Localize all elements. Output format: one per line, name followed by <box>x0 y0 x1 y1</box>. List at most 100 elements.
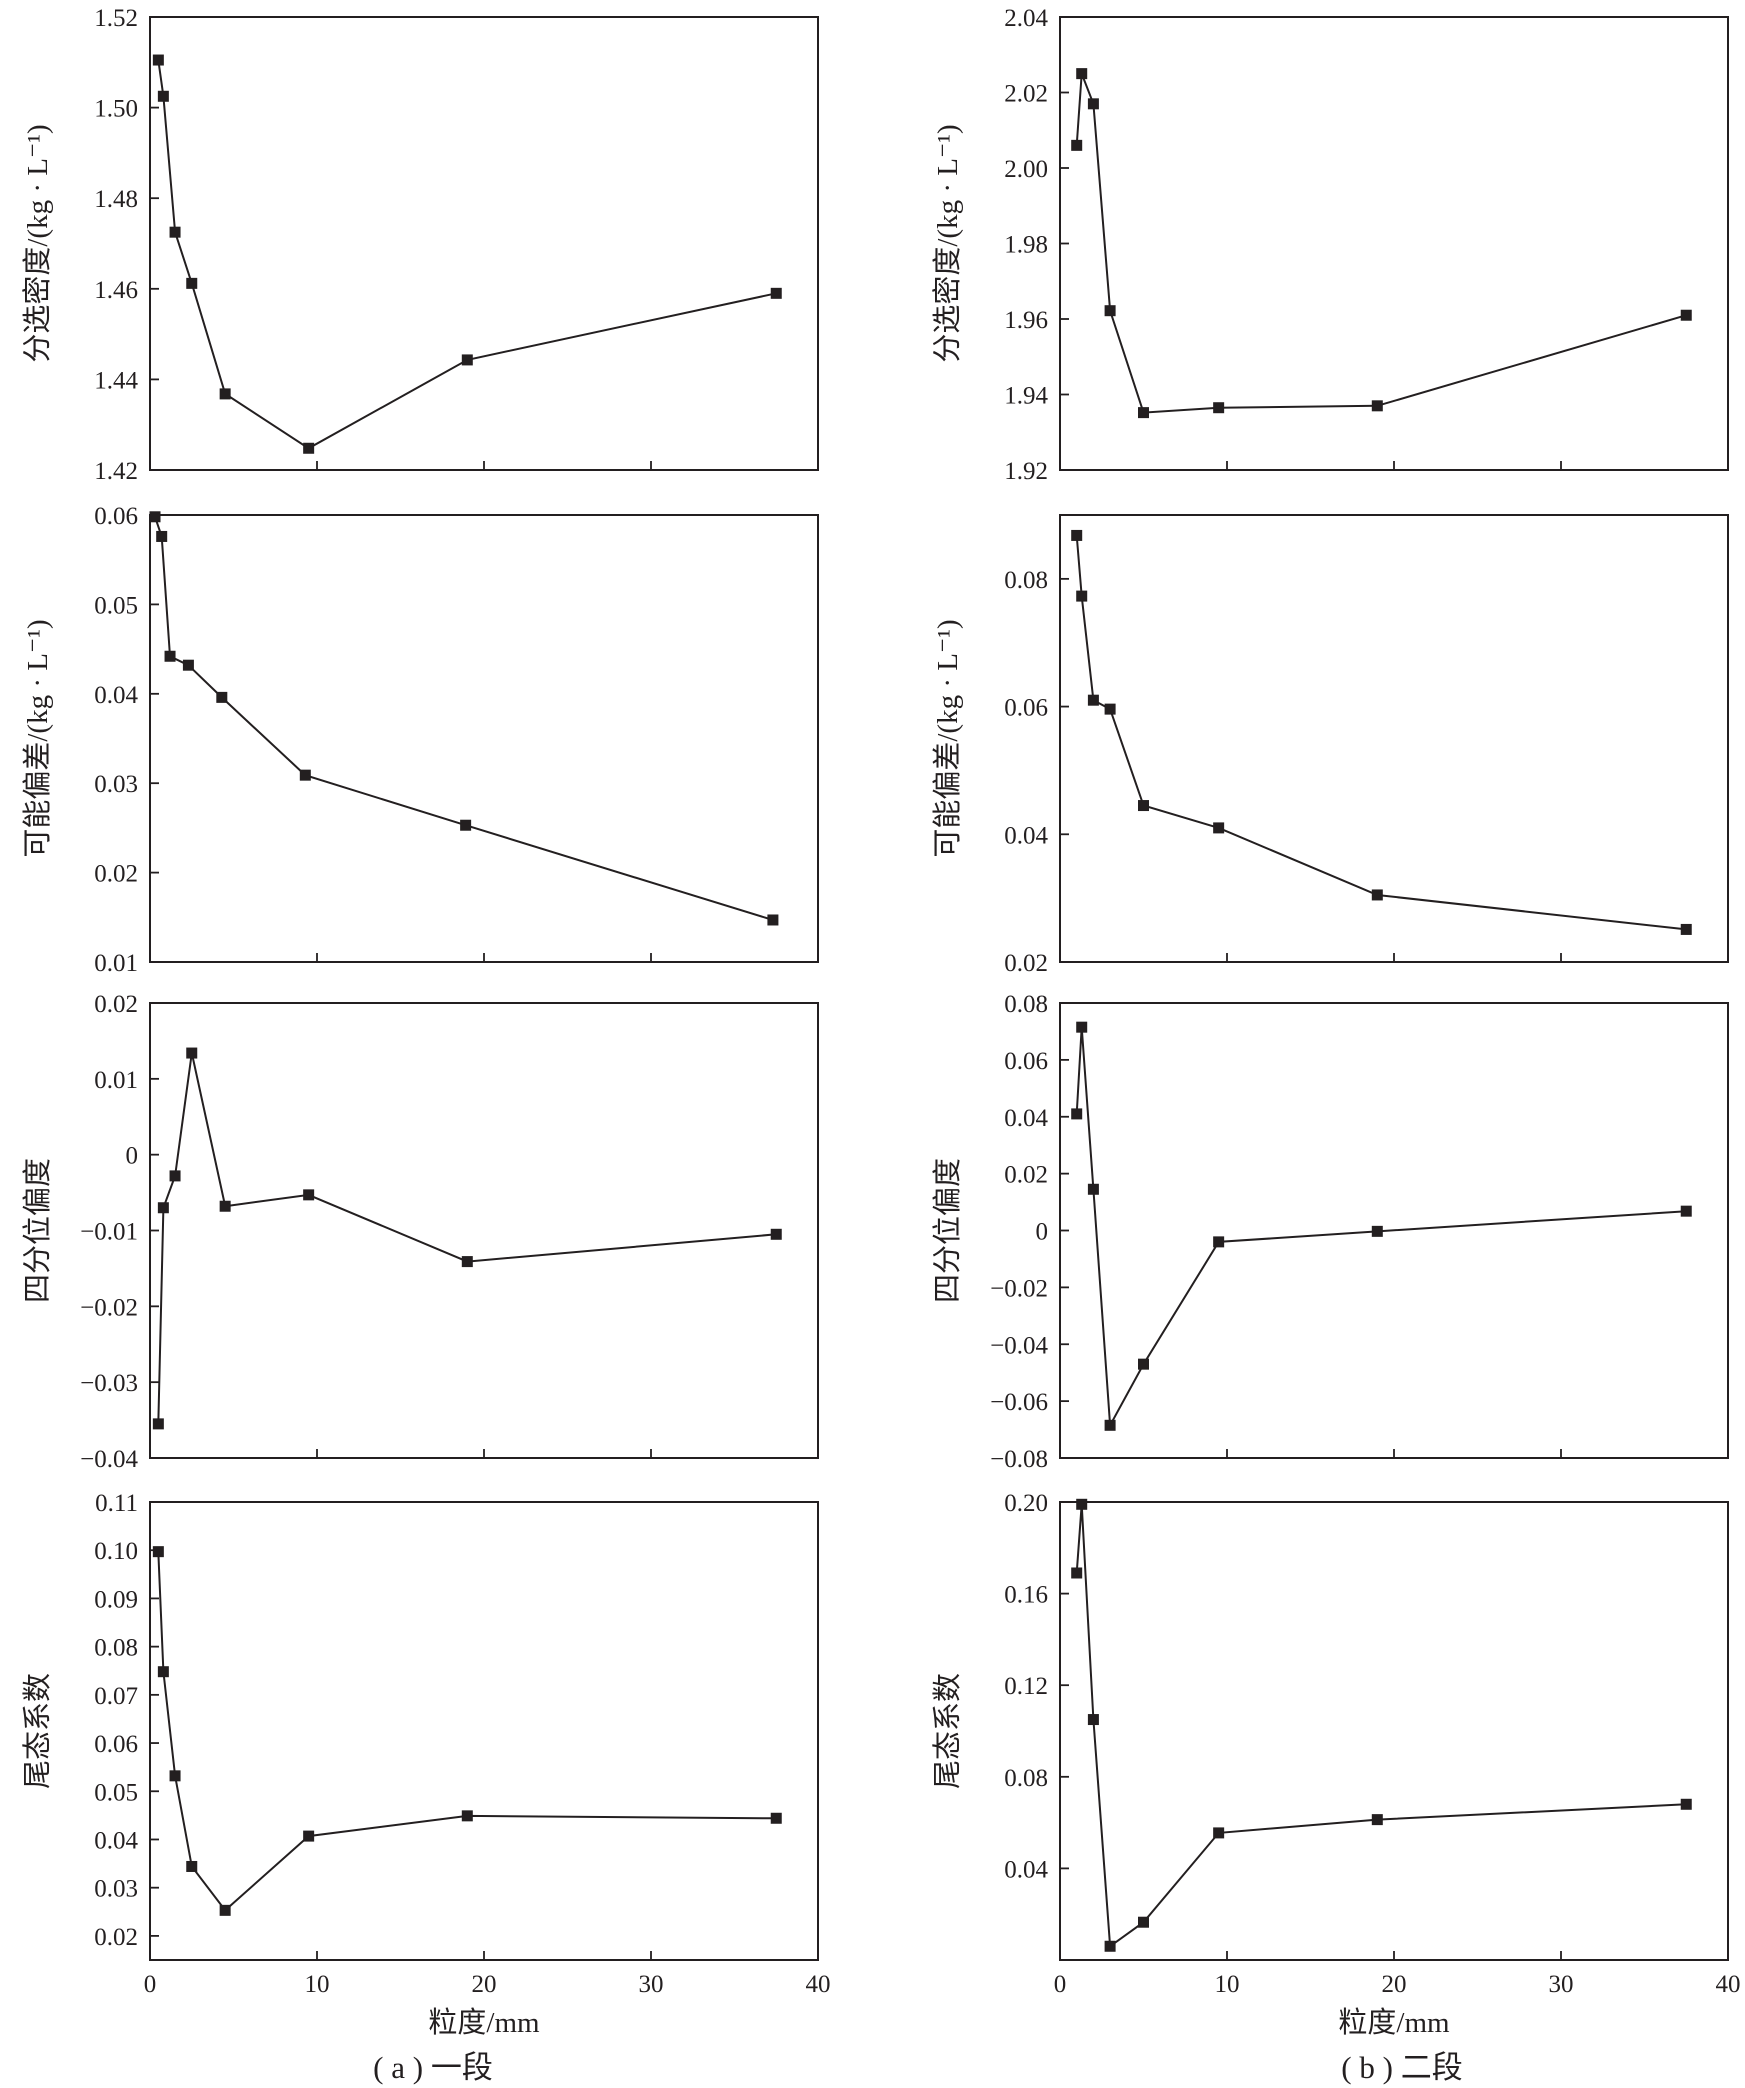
chart-a1-frame <box>149 16 819 471</box>
chart-a4-point <box>157 1666 169 1678</box>
chart-b4-point <box>1076 1498 1088 1510</box>
chart-b3-ytick-label: 0.08 <box>1004 991 1048 1018</box>
chart-b3-ytick-label: 0.02 <box>1004 1162 1048 1189</box>
chart-a3-point <box>219 1200 231 1212</box>
chart-a4-ytick-label: 0.11 <box>95 1490 138 1517</box>
chart-a3-ytick-label: 0 <box>126 1143 139 1170</box>
chart-b2-ytick-label: 0.02 <box>1004 950 1048 977</box>
chart-b3-ytick-label: 0.06 <box>1004 1048 1048 1075</box>
chart-b3-point <box>1071 1108 1083 1120</box>
chart-b2-ytick-label: 0.08 <box>1004 567 1048 594</box>
chart-b2-ylabel: 可能偏差/(kg · L⁻¹) <box>931 619 964 857</box>
chart-b2-point <box>1076 590 1088 602</box>
chart-b2-point <box>1071 529 1083 541</box>
chart-b2-point <box>1138 800 1149 812</box>
chart-b2-ytick-label: 0.06 <box>1004 695 1048 722</box>
chart-a1-ytick-label: 1.42 <box>94 458 138 485</box>
chart-a4-xlabel: 粒度/mm <box>428 2006 540 2039</box>
chart-a1-ytick-label: 1.46 <box>94 277 138 304</box>
chart-b3-ytick-label: −0.06 <box>990 1389 1048 1416</box>
chart-a1-point <box>152 54 164 66</box>
chart-a4-point <box>219 1904 231 1916</box>
chart-a2-frame <box>149 514 819 963</box>
chart-a1-ylabel: 分选密度/(kg · L⁻¹) <box>21 124 54 362</box>
chart-b3-series-line <box>1075 1027 1687 1429</box>
chart-a4-ytick-label: 0.09 <box>94 1586 138 1613</box>
chart-b1-ytick-label: 1.92 <box>1004 458 1048 485</box>
chart-b4-xtick-label: 10 <box>1215 1971 1240 1998</box>
chart-a4-ytick-label: 0.07 <box>94 1683 138 1710</box>
chart-b4-point <box>1213 1827 1225 1839</box>
chart-b1-point <box>1371 400 1383 412</box>
chart-a3-ytick-label: −0.04 <box>80 1446 138 1473</box>
chart-b1-ytick-label: 2.00 <box>1004 156 1048 183</box>
chart-a3-frame <box>149 1002 819 1459</box>
chart-a4: 0.02 0.03 0.04 0.05 0.06 0.07 0.08 0.09 0.10 0.11… <box>21 1490 831 2039</box>
chart-b2-point <box>1104 703 1116 715</box>
chart-b3-ytick-label: 0.04 <box>1004 1105 1048 1132</box>
chart-b3-point <box>1138 1358 1149 1370</box>
chart-a4-xtick-label: 40 <box>806 1971 831 1998</box>
chart-b4-xlabel: 粒度/mm <box>1338 2006 1450 2039</box>
chart-a1-point <box>303 442 315 454</box>
chart-a4-ytick-label: 0.08 <box>94 1635 138 1662</box>
chart-a3-ytick-label: 0.01 <box>94 1067 138 1094</box>
chart-a4-point <box>303 1830 315 1842</box>
chart-a1-point <box>461 354 473 366</box>
chart-a3-ytick-label: −0.02 <box>80 1294 138 1321</box>
chart-b2-point <box>1680 923 1692 935</box>
chart-a2-ytick-label: 0.05 <box>94 592 138 619</box>
chart-b3-point <box>1087 1183 1099 1195</box>
chart-b2-series-line <box>1075 535 1687 931</box>
chart-b4-series-line <box>1075 1504 1687 1949</box>
chart-a2: 0.01 0.02 0.03 0.04 0.05 0.06 可能偏差/(kg · L⁻¹) <box>21 503 819 977</box>
chart-b3-point <box>1371 1225 1383 1237</box>
chart-a1-point <box>169 226 181 238</box>
chart-b1-point <box>1071 139 1083 151</box>
chart-a2-point <box>182 659 194 671</box>
chart-b3-point <box>1680 1205 1692 1217</box>
panels: 1.42 1.44 1.46 1.48 1.50 1.52 分选密度/(kg · L⁻¹) 0… <box>21 5 1741 2039</box>
chart-b4-point <box>1087 1714 1099 1726</box>
chart-a4-xtick-label: 10 <box>305 1971 330 1998</box>
chart-a3-point <box>461 1256 473 1268</box>
chart-a2-series-line <box>154 516 774 921</box>
chart-a3-ytick-label: 0.02 <box>94 991 138 1018</box>
chart-b3-point <box>1104 1419 1116 1431</box>
chart-a3-series-line <box>157 1052 777 1424</box>
chart-b1: 1.92 1.94 1.96 1.98 2.00 2.02 2.04 分选密度/(kg · L… <box>931 5 1729 485</box>
chart-b4-ytick-label: 0.16 <box>1004 1582 1048 1609</box>
chart-b1-point <box>1680 309 1692 321</box>
chart-b1-frame <box>1059 16 1729 471</box>
chart-b3-ytick-label: −0.04 <box>990 1332 1048 1359</box>
chart-a4-point <box>186 1860 198 1872</box>
chart-b4-ylabel: 尾态系数 <box>931 1673 964 1789</box>
caption-a: ( a ) 一段 <box>373 2050 493 2085</box>
chart-a3-point <box>152 1418 164 1430</box>
chart-a3-point <box>303 1189 315 1201</box>
chart-b4-ytick-label: 0.08 <box>1004 1765 1048 1792</box>
chart-b4-point <box>1104 1940 1116 1952</box>
chart-b4-point <box>1680 1798 1692 1810</box>
chart-b1-point <box>1076 68 1088 80</box>
chart-a1-ytick-label: 1.50 <box>94 96 138 123</box>
chart-b4-ytick-label: 0.04 <box>1004 1856 1048 1883</box>
chart-b3-point <box>1076 1021 1088 1033</box>
chart-a1-point <box>186 277 198 289</box>
chart-a1-point <box>219 388 231 400</box>
chart-b3-ytick-label: 0 <box>1036 1219 1049 1246</box>
chart-b1-point <box>1213 402 1225 414</box>
chart-a2-point <box>767 914 779 926</box>
chart-b1-ytick-label: 1.98 <box>1004 232 1048 259</box>
chart-a3-ytick-label: −0.01 <box>80 1219 138 1246</box>
chart-b1-ytick-label: 1.96 <box>1004 307 1048 334</box>
chart-a2-ytick-label: 0.03 <box>94 771 138 798</box>
chart-a1-ytick-label: 1.52 <box>94 5 138 32</box>
chart-a4-ytick-label: 0.03 <box>94 1876 138 1903</box>
chart-b4-ytick-label: 0.12 <box>1004 1673 1048 1700</box>
chart-a3-point <box>169 1170 181 1182</box>
chart-a4-point <box>152 1546 164 1558</box>
chart-a3-ytick-label: −0.03 <box>80 1370 138 1397</box>
